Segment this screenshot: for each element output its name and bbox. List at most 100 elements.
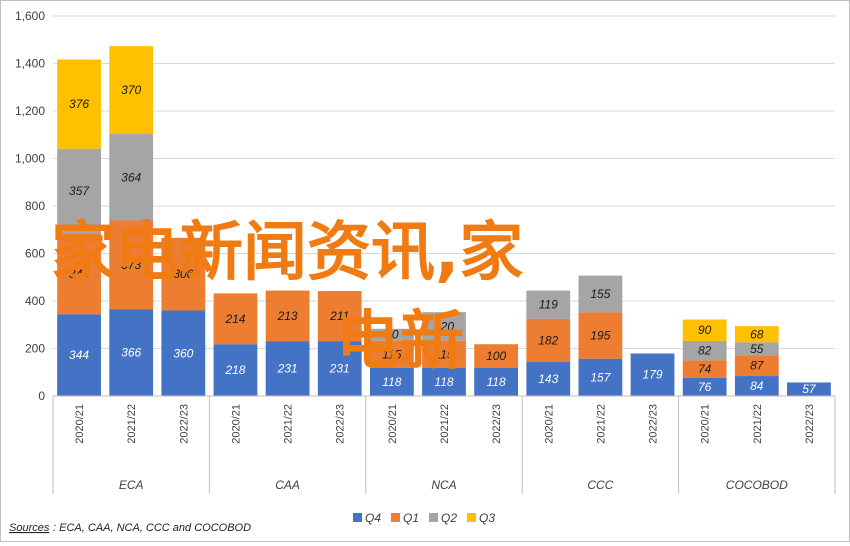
source-label: Sources <box>9 522 50 534</box>
x-tick-label: 2022/23 <box>491 404 503 444</box>
bar-segment-q2 <box>422 312 466 341</box>
bar-segment-q2 <box>369 328 414 341</box>
x-axis: 2020/21 2021/22 2022/23 2020/21 2021/22 2022/… <box>52 395 836 494</box>
x-tick-label: 2022/23 <box>804 404 816 444</box>
data-label: 74 <box>698 362 712 376</box>
x-tick-label: 2021/22 <box>752 404 764 444</box>
bar-segment-q4 <box>265 341 310 396</box>
data-label: 118 <box>382 375 401 389</box>
bar-segment-q4 <box>734 376 779 396</box>
watermark-line-1: 家电新闻资讯,家 <box>51 216 523 290</box>
legend-swatch-q3 <box>467 513 476 522</box>
bar-segment-q2 <box>734 342 779 356</box>
y-tick-label: 1,400 <box>15 57 45 71</box>
x-tick-label: 2021/22 <box>283 404 295 444</box>
bar-segment-q2 <box>682 340 727 361</box>
bar-segment-q4 <box>630 353 675 396</box>
bar-segment-q1 <box>526 318 571 363</box>
data-label: 119 <box>539 298 558 312</box>
data-label: 340 <box>69 267 89 281</box>
data-label: 57 <box>802 382 817 396</box>
data-label: 182 <box>538 333 558 347</box>
group-label: NCA <box>431 478 456 492</box>
data-label: 214 <box>224 312 245 326</box>
source-note: Sources : ECA, CAA, NCA, CCC and COCOBOD <box>9 522 251 534</box>
bar-segment-q1 <box>578 312 623 359</box>
group-label: CAA <box>275 478 300 492</box>
bar-segment-q4 <box>474 367 519 396</box>
x-tick-label: 2020/21 <box>700 404 712 444</box>
data-label: 195 <box>590 329 610 343</box>
data-label: 218 <box>224 363 245 377</box>
data-label: 115 <box>382 347 401 361</box>
x-tick-label: 2020/21 <box>230 404 242 444</box>
bar-segment-q1 <box>109 220 154 310</box>
data-label: 179 <box>643 368 663 382</box>
data-label: 118 <box>434 375 453 389</box>
data-label: 120 <box>434 319 454 333</box>
data-label: 344 <box>69 348 89 362</box>
bar-segment-q1 <box>682 360 727 378</box>
x-tick-label: 2020/21 <box>387 404 399 444</box>
bar-segment-q1 <box>265 290 310 342</box>
y-tick-label: 1,000 <box>15 152 45 166</box>
data-label: 100 <box>486 349 506 363</box>
y-tick-label: 800 <box>25 199 45 213</box>
bar-segment-q4 <box>578 358 623 396</box>
bar-segment-q4 <box>317 341 362 396</box>
data-label: 373 <box>121 258 141 272</box>
source-text: : ECA, CAA, NCA, CCC and COCOBOD <box>53 522 251 534</box>
x-tick-label: 2022/23 <box>178 404 190 444</box>
legend-label: Q2 <box>441 511 457 525</box>
data-label: 213 <box>277 309 298 323</box>
x-tick-label: 2021/22 <box>595 404 607 444</box>
bar-segment-q1 <box>317 291 362 342</box>
data-label: 231 <box>329 362 350 376</box>
bar-segment-q4 <box>213 344 258 396</box>
bar-segment-q2 <box>109 134 154 221</box>
x-tick-label: 2022/23 <box>648 404 660 444</box>
bar-segment-q4 <box>161 310 206 396</box>
bar-segment-q3 <box>682 319 727 341</box>
y-tick-label: 1,600 <box>15 9 45 23</box>
bar-segment-q1 <box>369 340 414 368</box>
data-label: 143 <box>538 372 558 386</box>
bar-segment-q1 <box>57 233 101 315</box>
data-label: 364 <box>121 170 141 184</box>
data-label: 157 <box>590 370 611 384</box>
data-label: 360 <box>173 346 193 360</box>
bar-segment-q1 <box>734 355 779 377</box>
legend-swatch-q2 <box>429 513 438 522</box>
data-label: 115 <box>434 347 453 361</box>
watermark-line-2: 电新 <box>336 305 464 379</box>
bar-segment-q3 <box>734 326 779 343</box>
bar-segment-q4 <box>526 362 571 396</box>
x-tick-label: 2022/23 <box>335 404 347 444</box>
watermark-overlay: 家电新闻资讯,家 电新 <box>51 216 523 379</box>
bar-segment-q4 <box>369 367 414 396</box>
data-label: 55 <box>750 342 764 356</box>
x-tick-label: 2020/21 <box>543 404 555 444</box>
bars: 344 340 357 376 366 373 364 370 360 306 218 214 231 2… <box>57 46 831 396</box>
legend-label: Q4 <box>365 511 381 525</box>
bar-segment-q2 <box>578 275 623 313</box>
bar-segment-q4 <box>109 309 154 396</box>
legend-swatch-q4 <box>353 513 362 522</box>
bar-segment-q1 <box>213 293 258 345</box>
bar-segment-q4 <box>57 314 101 396</box>
group-label: ECA <box>119 478 144 492</box>
data-label: 50 <box>385 328 399 342</box>
y-tick-label: 400 <box>25 294 45 308</box>
bar-segment-q4 <box>422 367 466 396</box>
bar-segment-q2 <box>57 148 101 234</box>
legend-label: Q1 <box>403 511 419 525</box>
group-label: COCOBOD <box>726 478 788 492</box>
x-tick-label: 2021/22 <box>439 404 451 444</box>
data-label: 82 <box>698 344 712 358</box>
data-label: 306 <box>173 267 193 281</box>
bar-segment-q3 <box>109 46 154 135</box>
group-label: CCC <box>587 478 613 492</box>
data-label: 376 <box>69 97 89 111</box>
